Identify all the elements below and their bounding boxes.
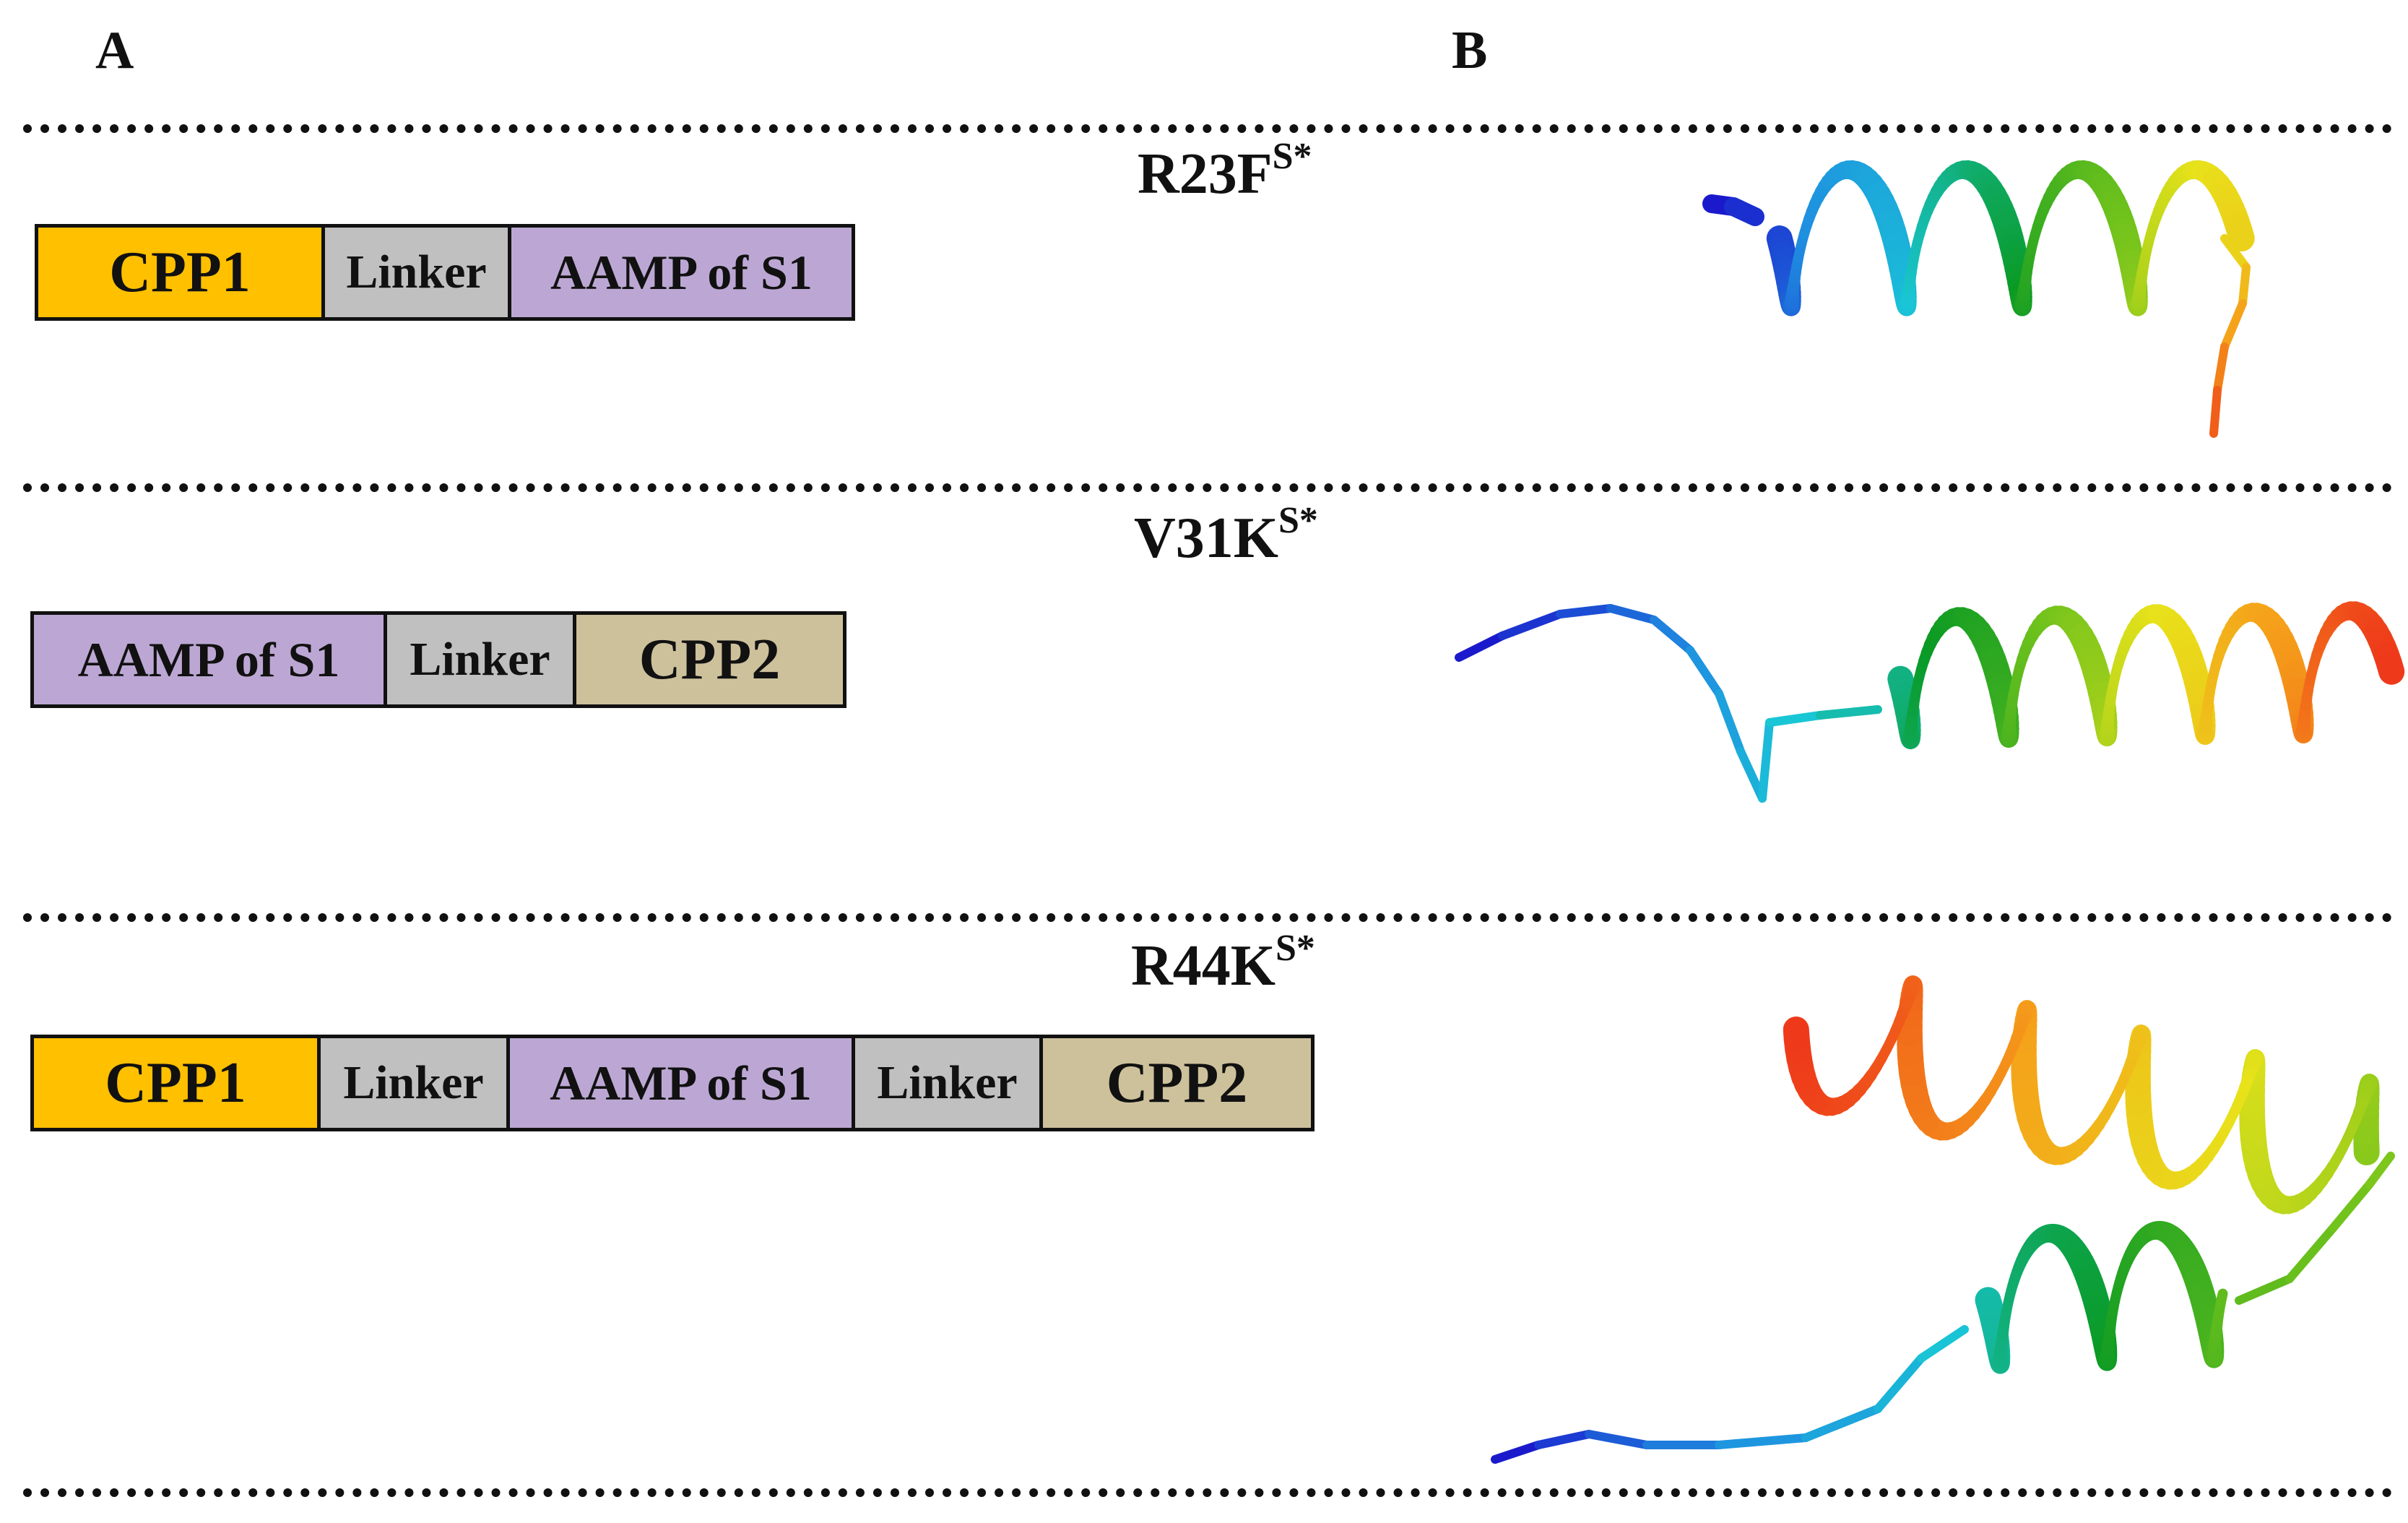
ribbon-segment xyxy=(1816,705,1882,720)
segment-cpp1: CPP1 xyxy=(38,228,321,317)
segment-cpp1: CPP1 xyxy=(34,1038,317,1128)
segment-aamp-of-s1: AAMP of S1 xyxy=(506,1038,852,1128)
separator-1 xyxy=(23,483,2392,492)
ribbon-segment xyxy=(2209,386,2222,438)
ribbon-segment xyxy=(2226,217,2255,251)
segment-aamp-of-s1: AAMP of S1 xyxy=(508,228,852,317)
ribbon-segment xyxy=(1736,747,1767,803)
segment-linker: Linker xyxy=(384,615,573,704)
ribbon-segment xyxy=(2285,1224,2337,1283)
ribbon-segment xyxy=(1650,616,1694,655)
ribbon-segment xyxy=(2365,1152,2395,1189)
ribbon-segment xyxy=(1534,1430,1593,1449)
ribbon-segment xyxy=(1606,604,1658,624)
construct-title-r44k: R44KS* xyxy=(1131,928,1315,998)
segment-linker: Linker xyxy=(321,228,508,317)
segment-linker: Linker xyxy=(852,1038,1039,1128)
segment-cpp2: CPP2 xyxy=(573,615,843,704)
separator-top xyxy=(23,124,2392,133)
ribbon-segment xyxy=(2213,342,2229,394)
panel-label-a: A xyxy=(95,21,134,80)
ribbon-segment xyxy=(2238,263,2251,308)
construct-bar-r23f: CPP1 Linker AAMP of S1 xyxy=(35,224,855,321)
ribbon-segment xyxy=(1715,1433,1810,1449)
ribbon-segment xyxy=(1917,1325,1969,1363)
ribbon-segment xyxy=(1455,631,1507,662)
segment-aamp-of-s1: AAMP of S1 xyxy=(34,615,384,704)
ribbon-segment xyxy=(1498,610,1564,640)
construct-title-r23f: R23FS* xyxy=(1138,136,1312,206)
ribbon-segment xyxy=(2375,650,2405,685)
ribbon-segment xyxy=(1724,197,1764,226)
ribbon-segment xyxy=(2329,1181,2373,1233)
construct-bar-v31k: AAMP of S1 Linker CPP2 xyxy=(30,611,846,708)
panel-label-b: B xyxy=(1452,21,1488,80)
ribbon-segment xyxy=(1783,1017,1810,1053)
separator-2 xyxy=(23,913,2392,922)
ribbon-segment xyxy=(1874,1354,1926,1413)
ribbon-segment xyxy=(1556,604,1615,618)
segment-linker: Linker xyxy=(317,1038,506,1128)
construct-title-v31k: V31KS* xyxy=(1134,500,1318,570)
ribbon-segment xyxy=(1491,1441,1543,1464)
ribbon-segment xyxy=(1758,718,1774,803)
construct-bar-r44k: CPP1 Linker AAMP of S1 Linker CPP2 xyxy=(30,1035,1315,1131)
ribbon-segment xyxy=(1686,646,1723,698)
ribbon-segment xyxy=(1765,711,1824,727)
ribbon-segment xyxy=(1715,689,1745,756)
ribbon-segment xyxy=(1585,1430,1651,1449)
ribbon-segment xyxy=(2220,299,2247,351)
ribbon-segment xyxy=(1801,1405,1882,1442)
segment-cpp2: CPP2 xyxy=(1039,1038,1311,1128)
separator-bottom xyxy=(23,1488,2392,1497)
ribbon-segment xyxy=(2220,234,2251,272)
ribbon-segment xyxy=(2235,1274,2294,1305)
